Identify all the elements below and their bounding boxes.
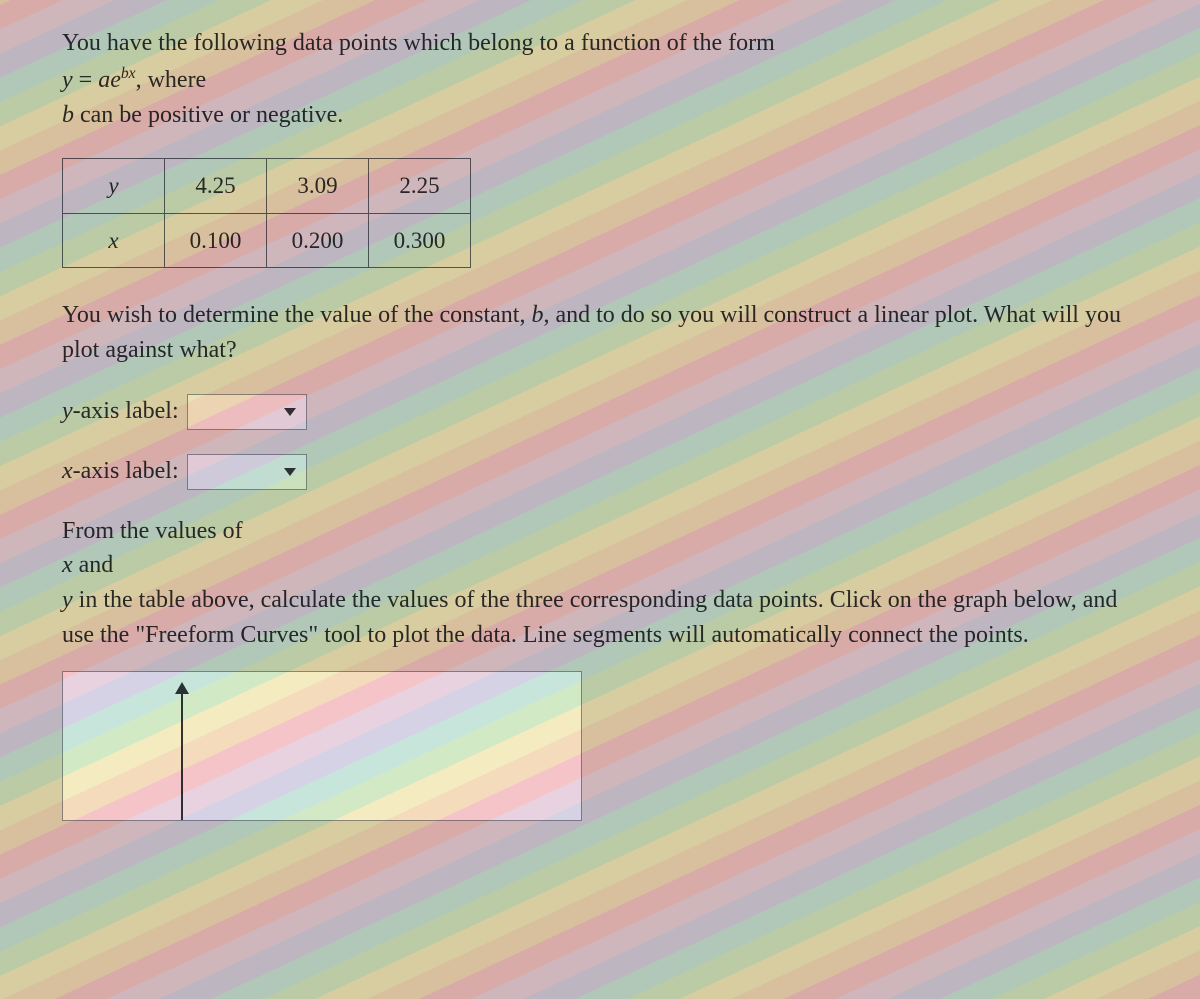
x-axis-label: x-axis label: [62,454,179,489]
table-cell: 3.09 [267,159,369,213]
graph-canvas[interactable] [62,671,582,821]
intro-line-3: b can be positive or negative. [62,98,1138,133]
y-axis-select[interactable] [187,394,307,430]
table-row: x 0.100 0.200 0.300 [63,213,471,267]
instruction-line-3: y in the table above, calculate the valu… [62,583,1138,653]
x-axis-row: x-axis label: [62,454,1138,490]
table-cell: 0.200 [267,213,369,267]
eq-y: y [62,67,73,93]
eq-equals: = [73,67,99,93]
y-axis-suffix: -axis label: [73,398,179,424]
y-axis-row: y-axis label: [62,394,1138,430]
eq-e: e [110,67,121,93]
table-row: y 4.25 3.09 2.25 [63,159,471,213]
equation-line: y = aebx, where [62,63,1138,98]
table-cell: 4.25 [165,159,267,213]
question-b: b [531,302,543,328]
x-axis-suffix: -axis label: [73,458,179,484]
data-table: y 4.25 3.09 2.25 x 0.100 0.200 0.300 [62,158,471,268]
instr-rest: in the table above, calculate the values… [62,587,1117,648]
chevron-down-icon [284,408,296,416]
table-cell: 2.25 [369,159,471,213]
question-text: You wish to determine the value of the c… [62,298,1138,368]
instr-y: y [62,587,73,613]
y-axis-prefix: y [62,398,73,424]
question-part1: You wish to determine the value of the c… [62,302,531,328]
eq-where: , where [136,67,207,93]
y-axis-label: y-axis label: [62,394,179,429]
instructions: From the values of x and y in the table … [62,514,1138,653]
instruction-line-2: x and [62,548,1138,583]
row-header-y: y [63,159,165,213]
y-axis-line [181,690,183,820]
x-axis-prefix: x [62,458,73,484]
table-cell: 0.100 [165,213,267,267]
instr-x: x [62,552,73,578]
eq-exponent: bx [121,65,136,82]
instr-and: and [73,552,114,578]
intro-b-rest: can be positive or negative. [74,102,343,128]
intro-b: b [62,102,74,128]
x-axis-select[interactable] [187,454,307,490]
eq-a: a [98,67,110,93]
table-cell: 0.300 [369,213,471,267]
chevron-down-icon [284,468,296,476]
row-header-x: x [63,213,165,267]
question-card: You have the following data points which… [28,8,1172,999]
intro-line-1: You have the following data points which… [62,26,1138,61]
instruction-line-1: From the values of [62,514,1138,549]
